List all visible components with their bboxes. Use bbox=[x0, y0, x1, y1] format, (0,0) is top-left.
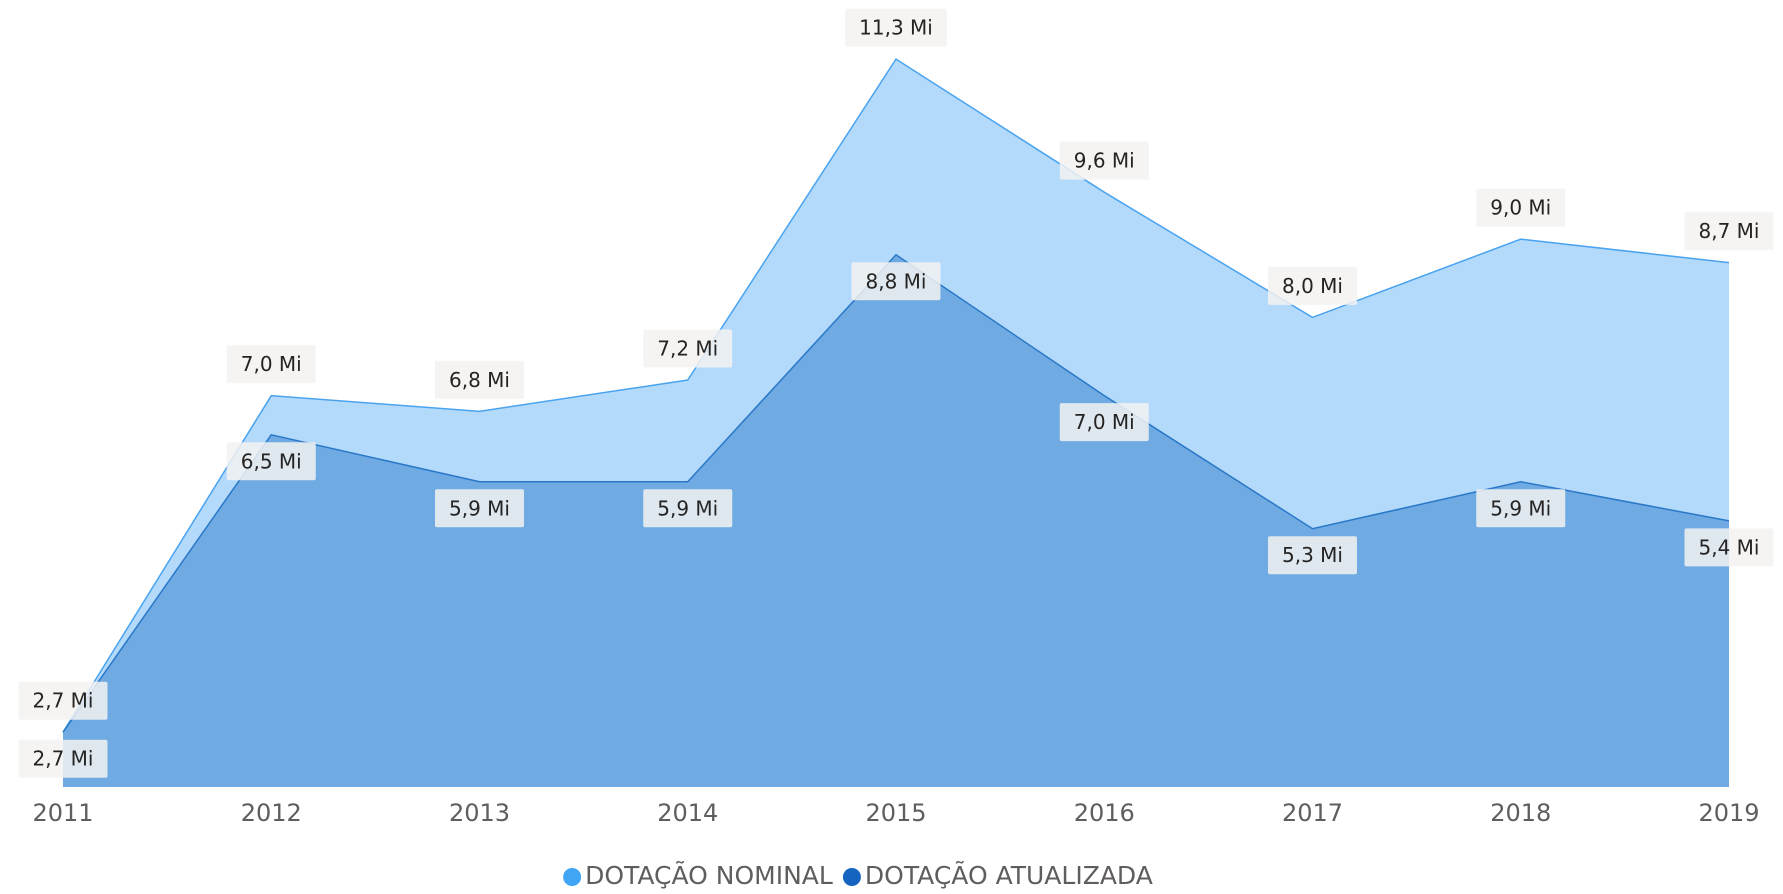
data-label: 9,6 Mi bbox=[1074, 149, 1135, 173]
data-label-group: 5,3 Mi bbox=[1268, 536, 1357, 575]
data-label: 5,9 Mi bbox=[657, 496, 718, 520]
data-label-group: 5,9 Mi bbox=[643, 489, 733, 528]
x-tick-label: 2014 bbox=[657, 799, 718, 827]
data-label-group: 7,0 Mi bbox=[226, 345, 316, 384]
data-label: 5,4 Mi bbox=[1699, 535, 1760, 559]
data-label-group: 5,9 Mi bbox=[435, 489, 524, 528]
data-label-bg bbox=[226, 442, 316, 481]
data-label-bg bbox=[1476, 489, 1566, 528]
legend-marker bbox=[563, 868, 582, 886]
data-label: 8,7 Mi bbox=[1699, 219, 1760, 243]
data-label-bg bbox=[1684, 528, 1774, 567]
legend-label: DOTAÇÃO NOMINAL bbox=[585, 860, 833, 890]
data-label-group: 11,3 Mi bbox=[845, 8, 947, 47]
data-label-group: 8,7 Mi bbox=[1684, 212, 1774, 251]
data-label-bg bbox=[18, 739, 108, 778]
data-label: 6,8 Mi bbox=[449, 368, 510, 392]
data-label-bg bbox=[845, 8, 947, 47]
area-line bbox=[62, 253, 1730, 733]
data-label-group: 7,2 Mi bbox=[643, 329, 733, 368]
data-label: 5,3 Mi bbox=[1282, 543, 1343, 567]
x-tick-label: 2018 bbox=[1490, 799, 1551, 827]
data-label-group: 9,0 Mi bbox=[1476, 188, 1566, 227]
data-label: 2,7 Mi bbox=[33, 689, 94, 713]
data-label: 2,7 Mi bbox=[33, 747, 94, 771]
data-label-bg bbox=[435, 360, 524, 399]
data-label-bg bbox=[643, 489, 733, 528]
x-tick-label: 2011 bbox=[32, 799, 93, 827]
data-label-bg bbox=[226, 345, 316, 384]
data-label: 5,9 Mi bbox=[449, 496, 510, 520]
data-label-bg bbox=[851, 262, 941, 301]
data-label: 11,3 Mi bbox=[859, 16, 933, 40]
data-label-bg bbox=[1059, 141, 1149, 180]
data-label-group: 5,4 Mi bbox=[1684, 528, 1774, 567]
data-label: 8,8 Mi bbox=[866, 269, 927, 293]
data-label-group: 8,0 Mi bbox=[1268, 266, 1357, 305]
data-label: 5,9 Mi bbox=[1490, 496, 1551, 520]
data-label-bg bbox=[18, 681, 108, 720]
area-fill bbox=[63, 254, 1729, 788]
x-tick-label: 2013 bbox=[449, 799, 510, 827]
legend-marker bbox=[842, 868, 861, 886]
x-tick-label: 2015 bbox=[865, 799, 926, 827]
area-line bbox=[62, 58, 1730, 733]
data-label-bg bbox=[1059, 403, 1149, 442]
data-label-group: 8,8 Mi bbox=[851, 262, 941, 301]
x-tick-label: 2019 bbox=[1698, 799, 1759, 827]
data-label-group: 2,7 Mi bbox=[18, 681, 108, 720]
data-label-group: 2,7 Mi bbox=[18, 739, 108, 778]
data-label-bg bbox=[1268, 536, 1357, 575]
data-label-bg bbox=[1684, 212, 1774, 251]
data-label: 7,2 Mi bbox=[657, 337, 718, 361]
data-label-group: 7,0 Mi bbox=[1059, 403, 1149, 442]
data-label-bg bbox=[643, 329, 733, 368]
x-tick-label: 2012 bbox=[241, 799, 302, 827]
data-label: 8,0 Mi bbox=[1282, 274, 1343, 298]
x-tick-label: 2016 bbox=[1074, 799, 1135, 827]
data-label-group: 6,5 Mi bbox=[226, 442, 316, 481]
x-tick-label: 2017 bbox=[1282, 799, 1343, 827]
data-label: 6,5 Mi bbox=[241, 449, 302, 473]
data-label: 7,0 Mi bbox=[1074, 410, 1135, 434]
legend-label: DOTAÇÃO ATUALIZADA bbox=[865, 860, 1153, 890]
data-label-group: 5,9 Mi bbox=[1476, 489, 1566, 528]
data-label: 7,0 Mi bbox=[241, 352, 302, 376]
data-label-bg bbox=[1268, 266, 1357, 305]
data-label: 9,0 Mi bbox=[1490, 196, 1551, 220]
data-label-group: 6,8 Mi bbox=[435, 360, 524, 399]
data-label-bg bbox=[1476, 188, 1566, 227]
data-label-group: 9,6 Mi bbox=[1059, 141, 1149, 180]
data-label-bg bbox=[435, 489, 524, 528]
